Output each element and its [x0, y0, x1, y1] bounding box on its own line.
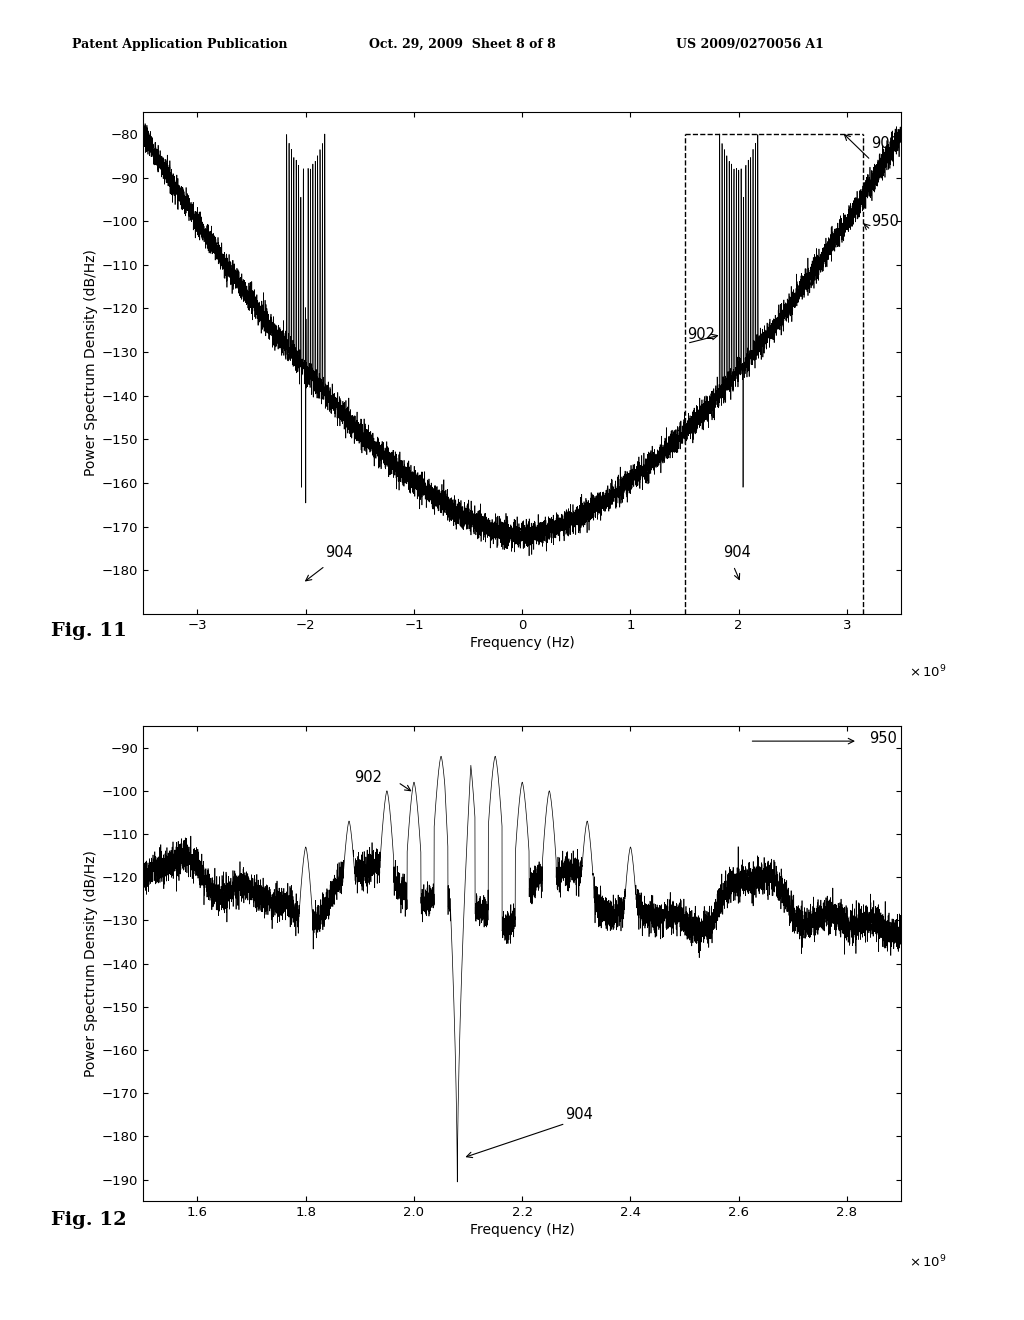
Text: 950: 950	[868, 731, 897, 747]
Text: 904: 904	[326, 545, 353, 560]
Text: 902: 902	[687, 327, 715, 342]
X-axis label: Frequency (Hz): Frequency (Hz)	[470, 636, 574, 649]
Text: $\times\,10^9$: $\times\,10^9$	[908, 1254, 946, 1270]
Text: Oct. 29, 2009  Sheet 8 of 8: Oct. 29, 2009 Sheet 8 of 8	[369, 38, 555, 51]
Text: Fig. 11: Fig. 11	[51, 622, 127, 640]
Text: 904: 904	[565, 1107, 594, 1122]
Text: Patent Application Publication: Patent Application Publication	[72, 38, 287, 51]
Text: Fig. 12: Fig. 12	[51, 1210, 127, 1229]
Text: $\times\,10^9$: $\times\,10^9$	[908, 664, 946, 681]
Text: 904: 904	[724, 545, 752, 560]
Text: 902: 902	[354, 771, 382, 785]
Text: 950: 950	[870, 214, 899, 228]
Y-axis label: Power Spectrum Density (dB/Hz): Power Spectrum Density (dB/Hz)	[84, 850, 98, 1077]
Y-axis label: Power Spectrum Density (dB/Hz): Power Spectrum Density (dB/Hz)	[84, 249, 98, 477]
Text: US 2009/0270056 A1: US 2009/0270056 A1	[676, 38, 823, 51]
Text: 900: 900	[870, 136, 899, 152]
X-axis label: Frequency (Hz): Frequency (Hz)	[470, 1224, 574, 1237]
